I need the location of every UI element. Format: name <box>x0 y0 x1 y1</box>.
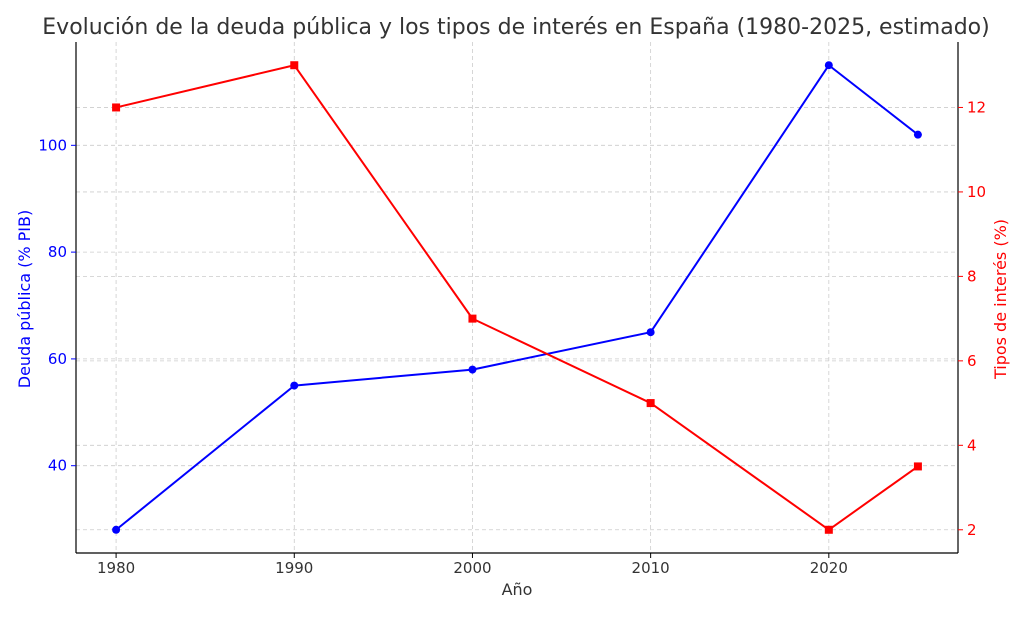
deuda-series-point <box>290 381 299 390</box>
y-left-tick-label: 100 <box>38 136 67 154</box>
tipos-series-point <box>112 103 121 112</box>
deuda-series-point <box>824 61 833 70</box>
chart-title: Evolución de la deuda pública y los tipo… <box>42 15 989 40</box>
x-tick-label: 2000 <box>453 559 491 577</box>
grid <box>76 42 958 553</box>
deuda-series-point <box>468 365 477 374</box>
deuda-series-point <box>913 130 922 139</box>
tipos-series-point <box>824 525 833 534</box>
y-right-tick-label: 8 <box>967 267 977 285</box>
y-left-tick-label: 80 <box>48 243 67 261</box>
series-group <box>112 61 922 534</box>
tipos-series-point <box>913 462 922 471</box>
y-right-tick-label: 6 <box>967 352 977 370</box>
deuda-series-point <box>646 328 655 337</box>
y-left-tick-label: 60 <box>48 350 67 368</box>
y-right-tick-label: 12 <box>967 98 986 116</box>
tipos-series-point <box>290 61 299 70</box>
y-right-tick-label: 10 <box>967 183 986 201</box>
deuda-series-line <box>115 64 919 531</box>
y-left-tick-label: 40 <box>48 457 67 475</box>
tipos-series-point <box>468 314 477 323</box>
x-tick-label: 1980 <box>97 559 135 577</box>
y-axis-left-label: Deuda pública (% PIB) <box>15 210 34 389</box>
x-tick-label: 1990 <box>275 559 313 577</box>
y-right-tick-label: 2 <box>967 521 977 539</box>
y-axis-right-label: Tipos de interés (%) <box>991 219 1010 380</box>
x-tick-label: 2020 <box>810 559 848 577</box>
y-right-tick-label: 4 <box>967 436 977 454</box>
x-tick-label: 2010 <box>632 559 670 577</box>
deuda-series-point <box>112 525 121 534</box>
tipos-series-point <box>646 399 655 408</box>
tipos-series-line <box>115 64 919 531</box>
axes: 1980 1990 2000 2010 2020 40 60 80 100 2 4 6 8 10 12 <box>38 42 986 577</box>
x-axis-label: Año <box>502 580 533 599</box>
